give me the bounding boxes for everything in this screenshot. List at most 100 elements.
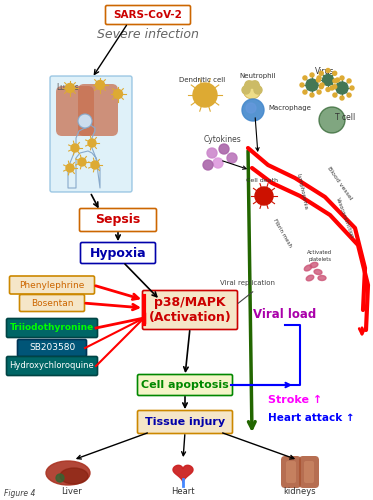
Text: Cytokines: Cytokines	[203, 136, 241, 144]
Circle shape	[303, 90, 307, 94]
Text: Lymphopenia: Lymphopenia	[296, 174, 308, 210]
Text: Tissue injury: Tissue injury	[145, 417, 225, 427]
Text: Phenylephrine: Phenylephrine	[19, 280, 85, 289]
FancyBboxPatch shape	[56, 86, 94, 136]
Circle shape	[207, 148, 217, 158]
Circle shape	[333, 84, 337, 88]
Text: Hypoxia: Hypoxia	[90, 246, 146, 260]
Circle shape	[326, 68, 330, 72]
Circle shape	[320, 83, 324, 87]
Circle shape	[71, 144, 79, 152]
Ellipse shape	[304, 266, 312, 270]
Circle shape	[255, 187, 273, 205]
FancyBboxPatch shape	[19, 294, 85, 312]
Circle shape	[245, 81, 253, 89]
Circle shape	[310, 93, 314, 97]
Ellipse shape	[46, 461, 90, 485]
Text: Neutrophil: Neutrophil	[240, 73, 276, 79]
Ellipse shape	[314, 270, 322, 274]
Circle shape	[347, 79, 351, 83]
Text: Severe infection: Severe infection	[97, 28, 199, 40]
Text: Bosentan: Bosentan	[31, 298, 73, 308]
Text: SARS-CoV-2: SARS-CoV-2	[113, 10, 182, 20]
FancyBboxPatch shape	[6, 318, 97, 338]
Circle shape	[66, 84, 75, 92]
Text: Triiodothyronine: Triiodothyronine	[10, 324, 94, 332]
FancyBboxPatch shape	[106, 6, 191, 25]
Circle shape	[56, 474, 64, 482]
Circle shape	[246, 103, 256, 113]
Circle shape	[336, 82, 348, 94]
Polygon shape	[173, 466, 193, 482]
Circle shape	[95, 80, 104, 90]
Text: Lungs: Lungs	[56, 83, 79, 92]
Circle shape	[251, 81, 259, 89]
Circle shape	[333, 93, 337, 97]
Circle shape	[66, 164, 74, 172]
Circle shape	[88, 139, 96, 147]
Text: T cell: T cell	[335, 114, 355, 122]
FancyBboxPatch shape	[142, 290, 238, 330]
Ellipse shape	[310, 262, 318, 268]
Ellipse shape	[306, 276, 314, 280]
Circle shape	[333, 79, 337, 83]
Text: Activated: Activated	[307, 250, 333, 254]
Text: platelets: platelets	[308, 258, 332, 262]
Text: p38/MAPK
(Activation): p38/MAPK (Activation)	[148, 296, 231, 324]
Circle shape	[91, 161, 99, 169]
Circle shape	[335, 78, 339, 82]
Circle shape	[319, 84, 323, 88]
Text: Cell death: Cell death	[246, 178, 278, 184]
FancyBboxPatch shape	[78, 84, 118, 136]
Circle shape	[303, 76, 307, 80]
Text: Heart: Heart	[171, 488, 195, 496]
FancyBboxPatch shape	[9, 276, 94, 294]
FancyBboxPatch shape	[50, 76, 132, 192]
FancyBboxPatch shape	[18, 340, 87, 356]
Ellipse shape	[60, 468, 88, 484]
Text: Dendritic cell: Dendritic cell	[179, 77, 225, 83]
Text: Vasoconstriction: Vasoconstriction	[335, 197, 355, 239]
Circle shape	[306, 79, 318, 91]
Text: Macrophage: Macrophage	[268, 105, 311, 111]
Text: Viral replication: Viral replication	[220, 280, 276, 286]
Circle shape	[78, 158, 86, 166]
Text: Stroke ↑: Stroke ↑	[268, 395, 322, 405]
FancyBboxPatch shape	[304, 461, 314, 483]
FancyBboxPatch shape	[6, 356, 97, 376]
FancyBboxPatch shape	[281, 456, 301, 488]
FancyBboxPatch shape	[286, 461, 296, 483]
Circle shape	[317, 90, 321, 94]
Text: Blood vessel: Blood vessel	[327, 166, 353, 200]
Text: Heart attack ↑: Heart attack ↑	[268, 413, 355, 423]
Circle shape	[242, 86, 250, 94]
FancyBboxPatch shape	[81, 242, 156, 264]
Circle shape	[319, 107, 345, 133]
Circle shape	[227, 153, 237, 163]
Circle shape	[78, 114, 92, 128]
Text: Hydroxychloroquine: Hydroxychloroquine	[10, 362, 94, 370]
Circle shape	[326, 88, 330, 92]
Circle shape	[193, 83, 217, 107]
Circle shape	[347, 93, 351, 97]
Text: Figure 4: Figure 4	[4, 489, 35, 498]
Text: Virus: Virus	[315, 68, 335, 76]
Circle shape	[330, 86, 334, 90]
Circle shape	[350, 86, 354, 90]
Circle shape	[333, 72, 337, 76]
Text: Cell apoptosis: Cell apoptosis	[141, 380, 229, 390]
Circle shape	[300, 83, 304, 87]
Circle shape	[203, 160, 213, 170]
Circle shape	[242, 99, 264, 121]
FancyBboxPatch shape	[299, 456, 319, 488]
Circle shape	[323, 74, 333, 86]
Circle shape	[319, 72, 323, 76]
Circle shape	[243, 81, 261, 99]
Circle shape	[340, 96, 344, 100]
Circle shape	[340, 76, 344, 80]
Text: Viral load: Viral load	[253, 308, 317, 322]
Circle shape	[254, 86, 262, 94]
Text: SB203580: SB203580	[29, 344, 75, 352]
Ellipse shape	[318, 276, 326, 280]
FancyBboxPatch shape	[79, 208, 157, 232]
